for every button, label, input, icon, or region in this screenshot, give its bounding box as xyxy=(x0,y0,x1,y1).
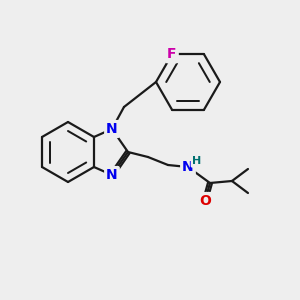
Text: H: H xyxy=(192,156,202,166)
Text: N: N xyxy=(106,122,118,136)
Text: F: F xyxy=(167,47,177,61)
Text: N: N xyxy=(182,160,194,174)
Text: O: O xyxy=(199,194,211,208)
Text: N: N xyxy=(106,168,118,182)
